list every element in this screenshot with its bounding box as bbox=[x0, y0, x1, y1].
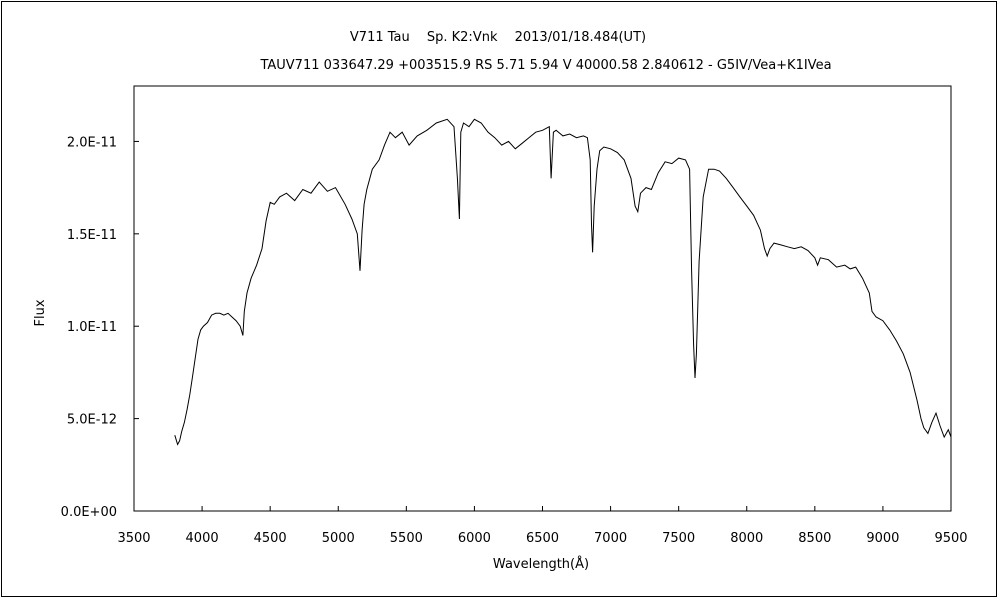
plot-area bbox=[133, 85, 952, 512]
y-tick-label: 5.0E-12 bbox=[67, 413, 117, 428]
x-tick-label: 7000 bbox=[594, 531, 627, 546]
x-tick-label: 6500 bbox=[526, 531, 559, 546]
x-tick-label: 4000 bbox=[186, 531, 219, 546]
x-tick-label: 7500 bbox=[662, 531, 695, 546]
chart-subtitle: TAUV711 033647.29 +003515.9 RS 5.71 5.94… bbox=[259, 58, 831, 73]
x-tick-label: 3500 bbox=[117, 531, 150, 546]
x-tick-label: 9500 bbox=[934, 531, 967, 546]
x-tick-label: 8000 bbox=[730, 531, 763, 546]
y-tick-label: 0.0E+00 bbox=[61, 505, 117, 520]
x-tick-label: 5500 bbox=[390, 531, 423, 546]
y-tick-label: 2.0E-11 bbox=[67, 135, 117, 150]
x-axis-label: Wavelength(Å) bbox=[493, 556, 589, 572]
x-tick-label: 9000 bbox=[866, 531, 899, 546]
chart-title: V711 Tau Sp. K2:Vnk 2013/01/18.484(UT) bbox=[350, 30, 646, 45]
y-axis: 0.0E+00 5.0E-12 1.0E-11 1.5E-11 2.0E-11 bbox=[61, 135, 139, 520]
x-tick-label: 6000 bbox=[458, 531, 491, 546]
y-axis-label: Flux bbox=[33, 299, 48, 326]
x-axis: 3500 4000 4500 5000 5500 6000 6500 7000 7500 8000… bbox=[117, 506, 968, 546]
y-tick-label: 1.5E-11 bbox=[67, 228, 117, 243]
x-tick-label: 8500 bbox=[798, 531, 831, 546]
flux-series-line bbox=[174, 118, 952, 446]
x-tick-label: 5000 bbox=[322, 531, 355, 546]
y-tick-label: 1.0E-11 bbox=[67, 320, 117, 335]
x-tick-label: 4500 bbox=[254, 531, 287, 546]
